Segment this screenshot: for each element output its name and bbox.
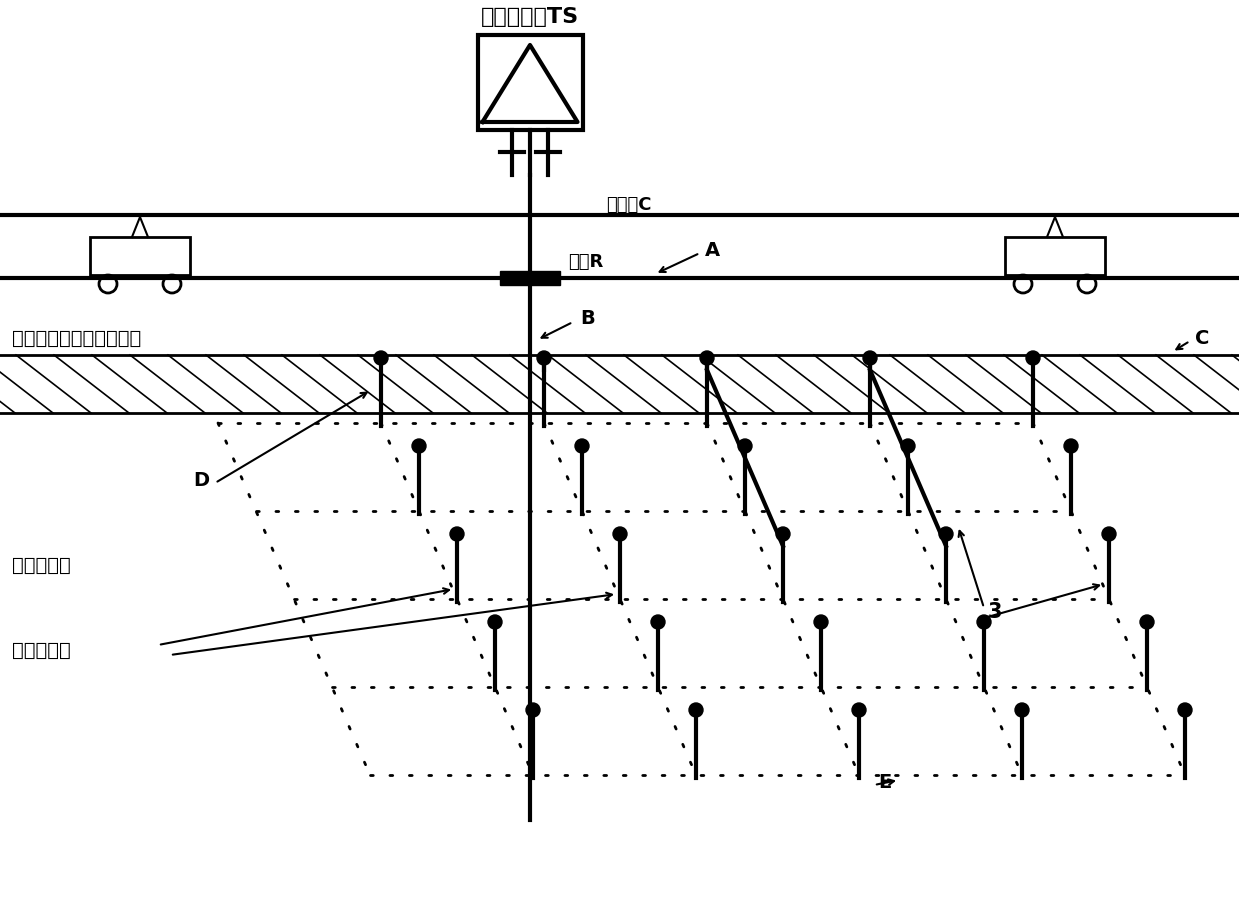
Circle shape bbox=[1140, 615, 1154, 629]
Circle shape bbox=[864, 351, 877, 365]
Circle shape bbox=[700, 351, 714, 365]
Text: A: A bbox=[705, 240, 720, 260]
Text: 接地网络埋设区域土壤：: 接地网络埋设区域土壤： bbox=[12, 328, 141, 347]
Circle shape bbox=[450, 527, 463, 541]
Circle shape bbox=[901, 439, 914, 453]
Circle shape bbox=[852, 703, 866, 717]
Circle shape bbox=[1026, 351, 1040, 365]
Circle shape bbox=[575, 439, 589, 453]
Circle shape bbox=[488, 615, 502, 629]
Text: B: B bbox=[580, 309, 595, 327]
Circle shape bbox=[776, 527, 790, 541]
Circle shape bbox=[1101, 527, 1116, 541]
Circle shape bbox=[527, 703, 540, 717]
Circle shape bbox=[650, 615, 665, 629]
Polygon shape bbox=[501, 271, 560, 285]
Circle shape bbox=[1015, 703, 1030, 717]
Circle shape bbox=[978, 615, 991, 629]
Circle shape bbox=[536, 351, 551, 365]
Text: 接触线C: 接触线C bbox=[606, 196, 652, 214]
Text: 接地网络：: 接地网络： bbox=[12, 556, 71, 575]
Circle shape bbox=[613, 527, 627, 541]
Circle shape bbox=[738, 439, 752, 453]
Circle shape bbox=[689, 703, 703, 717]
Text: 钓轨R: 钓轨R bbox=[567, 253, 603, 271]
Circle shape bbox=[939, 527, 953, 541]
Circle shape bbox=[1178, 703, 1192, 717]
Circle shape bbox=[413, 439, 426, 453]
Text: E: E bbox=[878, 772, 891, 792]
Text: 接地引下线: 接地引下线 bbox=[12, 641, 71, 660]
Circle shape bbox=[374, 351, 388, 365]
Circle shape bbox=[1064, 439, 1078, 453]
Text: 3: 3 bbox=[987, 602, 1002, 622]
Text: 牡引变电所TS: 牡引变电所TS bbox=[481, 7, 579, 27]
Text: C: C bbox=[1194, 328, 1209, 347]
Circle shape bbox=[814, 615, 828, 629]
Text: D: D bbox=[193, 471, 209, 490]
